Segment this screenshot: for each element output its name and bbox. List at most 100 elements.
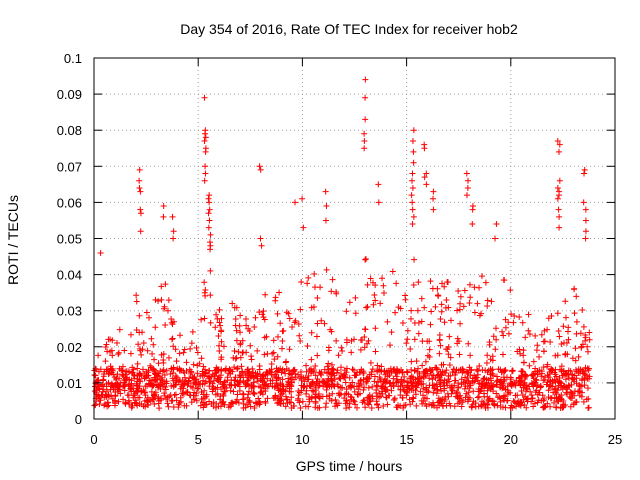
data-point <box>170 403 177 410</box>
data-point <box>575 353 582 360</box>
y-tick-label: 0.08 <box>57 123 82 138</box>
data-point <box>507 380 514 387</box>
data-point <box>264 395 271 402</box>
data-point <box>133 292 140 299</box>
y-tick-label: 0.02 <box>57 340 82 355</box>
data-point <box>341 395 348 402</box>
data-point <box>256 309 263 316</box>
data-point <box>137 210 144 217</box>
data-point <box>312 399 319 406</box>
data-point <box>192 392 199 399</box>
data-point <box>581 382 588 389</box>
data-point <box>120 396 127 403</box>
data-point <box>541 404 548 411</box>
data-point <box>548 383 555 390</box>
data-point <box>580 199 587 206</box>
data-point <box>442 370 449 377</box>
data-point <box>343 308 350 315</box>
data-point <box>582 337 589 344</box>
data-point <box>220 343 227 350</box>
data-point <box>551 376 558 383</box>
data-point <box>533 347 540 354</box>
data-point <box>251 405 258 412</box>
data-point <box>434 285 441 292</box>
data-point <box>173 374 180 381</box>
data-point <box>519 368 526 375</box>
data-point <box>581 370 588 377</box>
data-point <box>560 323 567 330</box>
data-point <box>423 395 430 402</box>
data-point <box>573 293 580 300</box>
data-point <box>245 388 252 395</box>
y-tick-label: 0.07 <box>57 159 82 174</box>
data-point <box>236 372 243 379</box>
data-point <box>364 340 371 347</box>
data-point <box>412 383 419 390</box>
data-point <box>201 401 208 408</box>
data-point <box>539 392 546 399</box>
data-point <box>585 395 592 402</box>
data-point <box>332 403 339 410</box>
data-point <box>105 379 112 386</box>
data-point <box>411 336 418 343</box>
data-point <box>421 304 428 311</box>
data-point <box>265 383 272 390</box>
data-point <box>225 370 232 377</box>
data-point <box>100 370 107 377</box>
data-point <box>237 373 244 380</box>
data-point <box>233 337 240 344</box>
data-point <box>426 375 433 382</box>
data-point <box>462 379 469 386</box>
data-point <box>254 347 261 354</box>
data-point <box>569 355 576 362</box>
data-point <box>362 116 369 123</box>
data-point <box>457 320 464 327</box>
data-point <box>321 320 328 327</box>
data-point <box>556 213 563 220</box>
data-point <box>165 403 172 410</box>
data-point <box>264 350 271 357</box>
data-point <box>487 371 494 378</box>
data-point <box>200 377 207 384</box>
data-point <box>525 327 532 334</box>
data-point <box>454 340 461 347</box>
data-point <box>110 371 117 378</box>
data-point <box>463 170 470 177</box>
data-point <box>568 374 575 381</box>
data-point <box>283 396 290 403</box>
data-point <box>172 372 179 379</box>
data-point <box>571 378 578 385</box>
data-point <box>202 163 209 170</box>
data-point <box>397 386 404 393</box>
data-point <box>364 374 371 381</box>
data-point <box>216 319 223 326</box>
data-point <box>149 382 156 389</box>
data-point <box>583 372 590 379</box>
data-point <box>402 402 409 409</box>
data-point <box>466 394 473 401</box>
data-point <box>499 328 506 335</box>
data-point <box>314 352 321 359</box>
data-point <box>289 324 296 331</box>
data-point <box>365 375 372 382</box>
data-point <box>426 346 433 353</box>
data-point <box>441 283 448 290</box>
data-point <box>202 148 209 155</box>
y-tick-label: 0.04 <box>57 268 82 283</box>
data-point <box>404 327 411 334</box>
data-point <box>237 329 244 336</box>
data-point <box>146 314 153 321</box>
data-point <box>176 350 183 357</box>
data-point <box>448 317 455 324</box>
data-point <box>408 358 415 365</box>
data-point <box>444 382 451 389</box>
data-point <box>227 403 234 410</box>
data-point <box>445 376 452 383</box>
data-point <box>242 380 249 387</box>
y-axis-label: ROTI / TECUs <box>5 195 21 285</box>
data-point <box>361 400 368 407</box>
data-point <box>222 387 229 394</box>
data-point <box>547 395 554 402</box>
data-point <box>512 382 519 389</box>
data-point <box>279 345 286 352</box>
